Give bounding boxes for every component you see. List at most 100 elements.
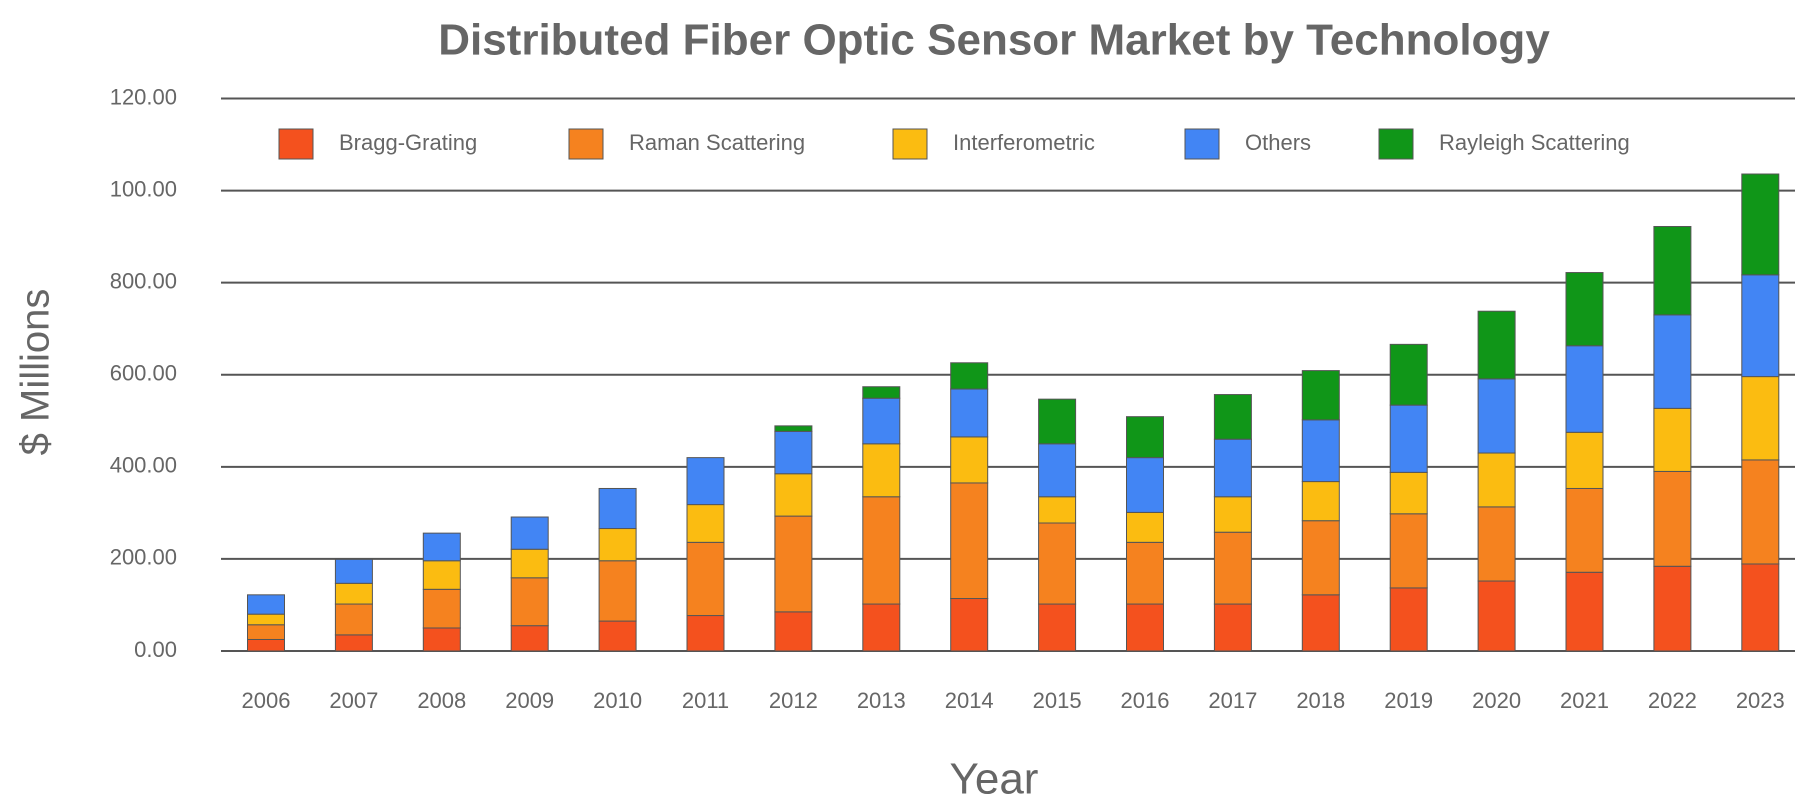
x-tick-label: 2020 [1472,688,1521,713]
bar-segment [422,588,461,629]
bar-segment [862,496,901,605]
x-axis-title: Year [950,755,1039,804]
bar-segment [1301,419,1340,483]
bar-segment [1565,571,1604,652]
legend-label: Interferometric [953,130,1095,155]
bar-segment [510,625,549,652]
bar-segment [422,560,461,590]
x-tick-label: 2008 [417,688,466,713]
bar-segment [1477,452,1516,508]
bar-segment [1301,520,1340,596]
x-tick-label: 2009 [505,688,554,713]
bar-segment [1038,603,1077,652]
x-tick-label: 2006 [242,688,291,713]
x-tick-label: 2019 [1384,688,1433,713]
bar-segment [1213,496,1252,533]
y-tick-label: 100.00 [110,176,177,201]
bar-segment [1653,565,1692,652]
x-tick-label: 2007 [329,688,378,713]
legend-swatch [1378,128,1414,160]
legend-swatch [568,128,604,160]
bar-segment [1741,376,1780,461]
bar-segment [774,515,813,613]
x-tick-label: 2017 [1208,688,1257,713]
bar-segment [598,560,637,622]
bar-segment [862,386,901,399]
bar-segment [334,558,373,584]
x-tick-label: 2016 [1121,688,1170,713]
bar-segment [1477,310,1516,380]
legend-label: Raman Scattering [629,130,805,155]
bar-segment [334,582,373,605]
y-tick-label: 200.00 [110,545,177,570]
x-tick-label: 2015 [1033,688,1082,713]
bar-segment [1038,522,1077,605]
bar-segment [598,528,637,562]
bar-segment [1301,481,1340,522]
y-tick-label: 120.00 [110,84,177,109]
bar-segment [247,638,285,652]
bar-segment [1389,513,1428,589]
bar-segment [686,615,725,652]
bar-segment [510,548,549,579]
bar-segment [1653,407,1692,472]
bar-segment [1301,594,1340,652]
x-tick-label: 2018 [1296,688,1345,713]
legend-label: Rayleigh Scattering [1439,130,1630,155]
bar-segment [774,473,813,517]
bar-segment [334,634,373,652]
legend-label: Bragg-Grating [339,130,477,155]
bar-segment [862,397,901,445]
bar-segment [1389,471,1428,515]
bar-segment [598,487,637,530]
x-tick-label: 2012 [769,688,818,713]
bar-segment [422,532,461,562]
bar-segment [1301,370,1340,421]
bar-segment [1389,343,1428,406]
bar-segment [1126,511,1164,543]
bar-segment [774,425,813,432]
x-tick-label: 2021 [1560,688,1609,713]
bar-segment [1126,457,1164,513]
bar-segment [950,436,989,484]
bar-segment [1477,506,1516,582]
bar-segment [1653,225,1692,316]
bar-segment [1213,438,1252,498]
bar-segment [1653,314,1692,409]
x-tick-label: 2022 [1648,688,1697,713]
bar-segment [1741,274,1780,378]
bar-segment [247,613,285,626]
y-tick-label: 0.00 [134,637,177,662]
legend-swatch [1184,128,1220,160]
bar-segment [950,388,989,438]
bar-segment [686,457,725,506]
bar-segment [862,443,901,498]
bar-segment [950,482,989,600]
bar-segment [1565,272,1604,347]
bar-segment [1038,443,1077,498]
bar-segment [1565,345,1604,433]
y-axis-title: $ Millions [14,289,58,456]
bar-segment [774,430,813,475]
bar-segment [247,594,285,615]
legend-label: Others [1245,130,1311,155]
bar-segment [422,627,461,652]
bar-segment [1653,470,1692,567]
bar-segment [1213,394,1252,440]
legend-swatch [892,128,928,160]
bar-segment [1038,398,1077,445]
bar-segment [1389,587,1428,652]
bar-segment [1126,603,1164,652]
bar-segment [686,541,725,617]
y-tick-label: 800.00 [110,268,177,293]
bar-segment [334,603,373,636]
chart-title: Distributed Fiber Optic Sensor Market by… [438,16,1550,65]
y-tick-label: 600.00 [110,361,177,386]
x-tick-label: 2014 [945,688,994,713]
bar-segment [1213,603,1252,652]
bar-segment [1565,431,1604,489]
legend-swatch [278,128,314,160]
x-tick-label: 2023 [1736,688,1785,713]
